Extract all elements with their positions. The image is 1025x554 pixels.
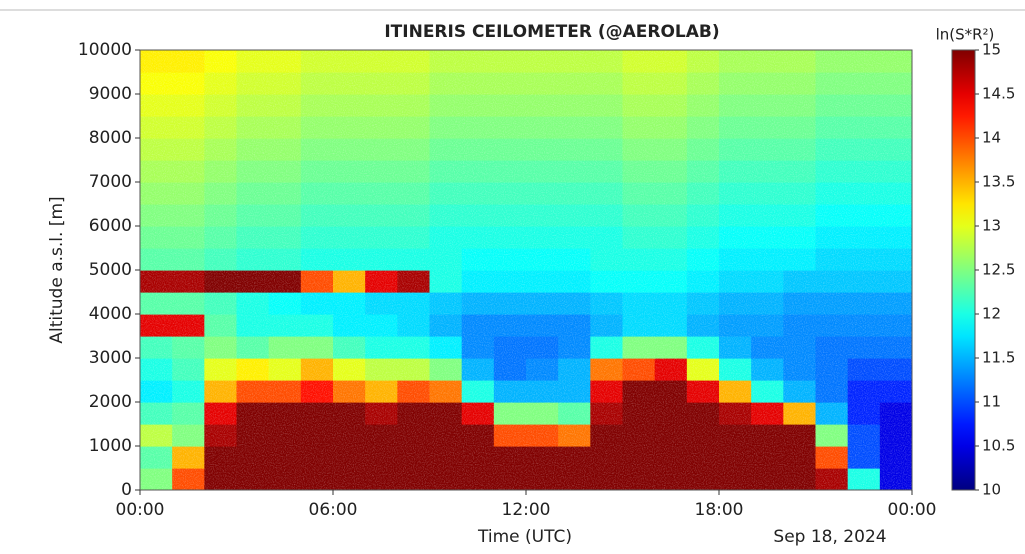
date-annotation: Sep 18, 2024 [773,527,886,547]
y-tick-label: 6000 [89,216,132,236]
y-tick-label: 10000 [78,40,132,60]
y-tick-label: 2000 [89,392,132,412]
x-tick-label: 00:00 [116,500,165,520]
colorbar-tick-label: 12.5 [982,261,1015,279]
colorbar-tick-label: 13 [982,217,1001,235]
y-tick-label: 0 [121,480,132,500]
noise-texture [140,50,912,490]
chart: ITINERIS CEILOMETER (@AEROLAB) ln(S*R²) … [0,0,1025,550]
x-tick-label: 12:00 [502,500,551,520]
colorbar-tick-label: 14 [982,129,1001,147]
colorbar-tick-label: 12 [982,305,1001,323]
colorbar-tick-label: 13.5 [982,173,1015,191]
y-tick-label: 3000 [89,348,132,368]
colorbar-tick-label: 10 [982,481,1001,499]
y-axis-label: Altitude a.s.l. [m] [47,196,67,343]
colorbar-tick-label: 11 [982,393,1001,411]
x-tick-label: 06:00 [309,500,358,520]
y-tick-label: 8000 [89,128,132,148]
y-tick-label: 9000 [89,84,132,104]
colorbar-tick-label: 15 [982,41,1001,59]
x-tick-label: 00:00 [888,500,937,520]
y-tick-label: 4000 [89,304,132,324]
x-tick-label: 18:00 [695,500,744,520]
colorbar-tick-label: 11.5 [982,349,1015,367]
y-tick-label: 5000 [89,260,132,280]
y-tick-label: 1000 [89,436,132,456]
colorbar-tick-label: 14.5 [982,85,1015,103]
y-tick-label: 7000 [89,172,132,192]
chart-title: ITINERIS CEILOMETER (@AEROLAB) [384,22,719,42]
colorbar [952,50,975,490]
colorbar-tick-label: 10.5 [982,437,1015,455]
x-axis-label: Time (UTC) [477,527,572,547]
